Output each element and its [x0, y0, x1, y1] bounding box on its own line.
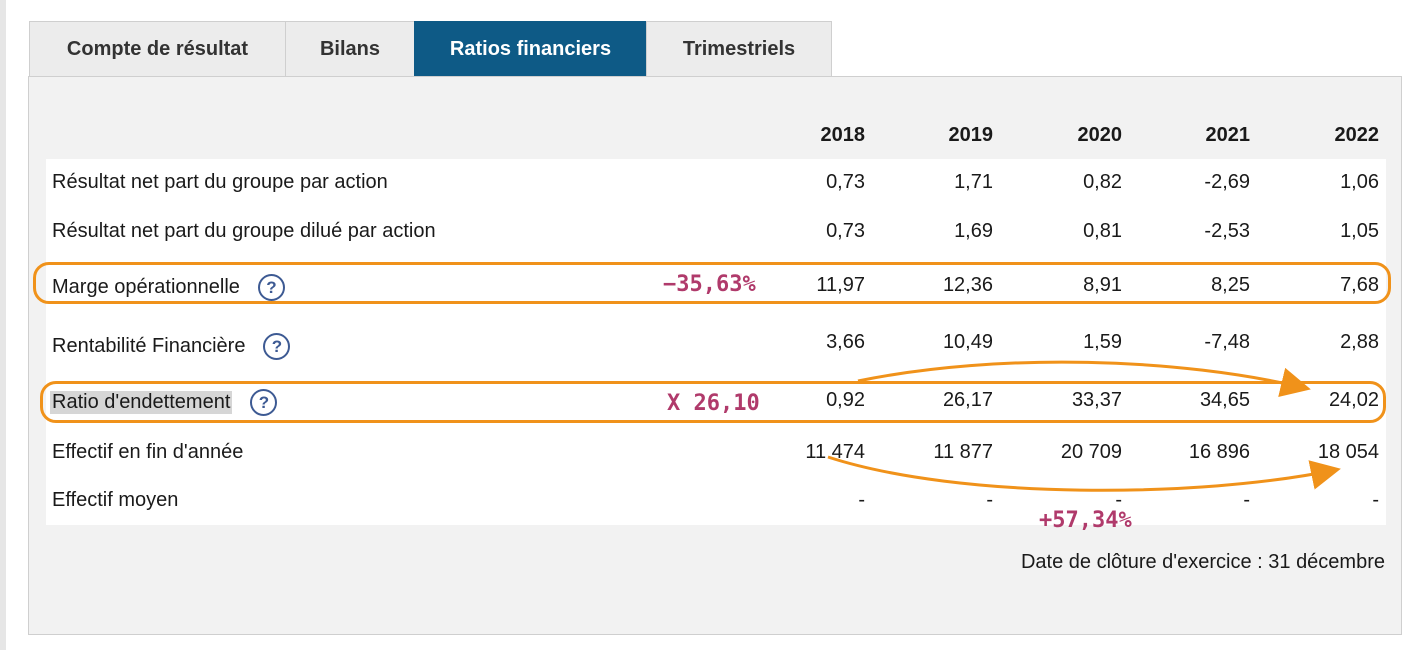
table-cell: -2,69 — [1204, 171, 1250, 193]
table-row: Résultat net part du groupe dilué par ac… — [46, 208, 1386, 257]
table-cell: 8,25 — [1211, 274, 1250, 296]
table-cell: 34,65 — [1199, 389, 1250, 411]
table-row-effectif-fin: Effectif en fin d'année 11 474 11 877 20… — [46, 431, 1386, 480]
table-row-ratio-endettement: Ratio d'endettement ? 0,92 26,17 33,37 3… — [46, 375, 1386, 431]
table-cell: 12,36 — [942, 274, 993, 296]
row-label: Marge opérationnelle ? — [52, 274, 285, 301]
table-cell: 18 054 — [1317, 441, 1379, 463]
highlight-marge — [33, 262, 1391, 304]
table-cell: 1,06 — [1340, 171, 1379, 193]
table-cell: 20 709 — [1060, 441, 1122, 463]
annotation-marge: −35,63% — [663, 272, 756, 297]
table-cell: 2,88 — [1340, 331, 1379, 353]
ratios-table: Résultat net part du groupe par action 0… — [46, 159, 1386, 525]
tab-ratios-financiers[interactable]: Ratios financiers — [414, 21, 647, 77]
tab-compte-de-resultat[interactable]: Compte de résultat — [29, 21, 286, 77]
year-header: 2022 — [1334, 124, 1380, 146]
table-cell: - — [1372, 489, 1379, 511]
table-cell: -2,53 — [1204, 220, 1250, 242]
table-cell: - — [986, 489, 993, 511]
table-cell: 1,05 — [1340, 220, 1379, 242]
table-header: 2018 2019 2020 2021 2022 — [46, 116, 1386, 156]
table-cell: 24,02 — [1328, 389, 1379, 411]
annotation-endettement: X 26,10 — [667, 391, 760, 416]
table-cell: -7,48 — [1204, 331, 1250, 353]
annotation-effectif: +57,34% — [1039, 508, 1132, 533]
table-row-marge-operationnelle: Marge opérationnelle ? 11,97 12,36 8,91 … — [46, 257, 1386, 314]
highlight-endettement — [40, 381, 1386, 423]
table-cell: 0,73 — [826, 220, 865, 242]
left-rail — [0, 0, 6, 650]
table-cell: 11 877 — [933, 441, 993, 463]
table-row-effectif-moyen: Effectif moyen - - - - - — [46, 480, 1386, 529]
row-label: Rentabilité Financière ? — [52, 333, 291, 360]
table-cell: 0,81 — [1083, 220, 1122, 242]
year-header: 2021 — [1205, 124, 1251, 146]
table-cell: 0,73 — [826, 171, 865, 193]
table-cell: 0,92 — [826, 389, 865, 411]
row-label: Effectif en fin d'année — [52, 441, 244, 463]
table-cell: 11 474 — [805, 441, 865, 463]
row-label: Résultat net part du groupe par action — [52, 171, 388, 193]
tab-bar: Compte de résultat Bilans Ratios financi… — [29, 21, 832, 77]
table-cell: 1,69 — [954, 220, 993, 242]
year-header: 2018 — [820, 124, 866, 146]
help-icon[interactable]: ? — [263, 333, 291, 360]
table-cell: 33,37 — [1071, 389, 1122, 411]
table-cell: - — [1115, 489, 1122, 511]
row-label: Effectif moyen — [52, 489, 179, 511]
table-cell: 26,17 — [942, 389, 993, 411]
table-cell: 1,59 — [1083, 331, 1122, 353]
table-cell: 16 896 — [1188, 441, 1250, 463]
row-label: Ratio d'endettement ? — [50, 389, 278, 416]
closing-date-note: Date de clôture d'exercice : 31 décembre — [1020, 551, 1385, 573]
table-cell: 7,68 — [1340, 274, 1379, 296]
table-cell: 0,82 — [1083, 171, 1122, 193]
table-cell: 10,49 — [942, 331, 993, 353]
table-row: Résultat net part du groupe par action 0… — [46, 159, 1386, 208]
tab-bilans[interactable]: Bilans — [285, 21, 415, 77]
tab-trimestriels[interactable]: Trimestriels — [646, 21, 832, 77]
help-icon[interactable]: ? — [250, 389, 278, 416]
row-label: Résultat net part du groupe dilué par ac… — [52, 220, 436, 242]
year-header: 2020 — [1077, 124, 1123, 146]
table-cell: 8,91 — [1083, 274, 1122, 296]
table-cell: 11,97 — [816, 274, 865, 296]
table-cell: - — [858, 489, 865, 511]
table-cell: 1,71 — [954, 171, 993, 193]
year-header: 2019 — [948, 124, 994, 146]
table-cell: 3,66 — [826, 331, 865, 353]
table-row-rentabilite-financiere: Rentabilité Financière ? 3,66 10,49 1,59… — [46, 317, 1386, 373]
help-icon[interactable]: ? — [257, 274, 285, 301]
table-cell: - — [1243, 489, 1250, 511]
